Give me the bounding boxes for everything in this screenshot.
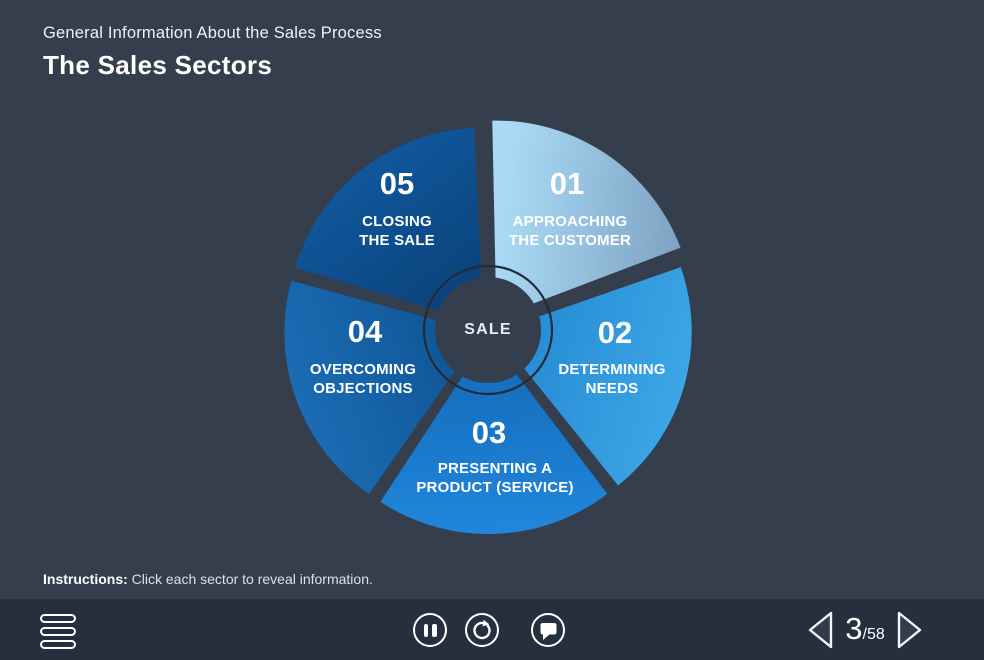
sector-03-number[interactable]: 03 bbox=[471, 415, 507, 450]
sector-01-number[interactable]: 01 bbox=[549, 166, 585, 201]
instructions-text: Click each sector to reveal information. bbox=[127, 571, 373, 587]
page-indicator: 3/58 bbox=[836, 613, 894, 650]
sector-05-wedge[interactable] bbox=[295, 127, 484, 325]
comment-icon bbox=[540, 623, 557, 640]
slide-title: The Sales Sectors bbox=[43, 50, 273, 80]
wheel-center-disc bbox=[435, 277, 541, 383]
sector-04-label[interactable]: OVERCOMING OBJECTIONS bbox=[309, 360, 417, 397]
wheel-center-label: SALE bbox=[464, 321, 512, 338]
prev-button[interactable] bbox=[804, 610, 836, 650]
sector-05-label[interactable]: CLOSING THE SALE bbox=[359, 212, 435, 249]
sector-04-wedge[interactable] bbox=[284, 280, 482, 495]
prev-arrow-icon bbox=[808, 611, 833, 649]
menu-button[interactable] bbox=[40, 614, 76, 649]
sales-sectors-diagram: 01 APPROACHING THE CUSTOMER 02 DETERMINI… bbox=[253, 103, 723, 555]
sector-03-label[interactable]: PRESENTING A PRODUCT (SERVICE) bbox=[416, 459, 574, 496]
sector-03-wedge[interactable] bbox=[380, 336, 608, 534]
sector-01-wedge[interactable] bbox=[492, 120, 681, 318]
next-button[interactable] bbox=[894, 610, 926, 650]
sector-05-number[interactable]: 05 bbox=[379, 166, 415, 201]
instructions-line: Instructions: Click each sector to revea… bbox=[43, 571, 373, 587]
instructions-label: Instructions: bbox=[43, 571, 128, 587]
next-arrow-icon bbox=[897, 611, 922, 649]
sector-02-label[interactable]: DETERMINING NEEDS bbox=[558, 360, 666, 397]
page-current: 3 bbox=[845, 611, 863, 646]
wheel-center-ring bbox=[422, 264, 554, 396]
sector-02-number[interactable]: 02 bbox=[597, 315, 633, 350]
player-bar: 3/58 bbox=[0, 599, 984, 660]
sector-01-label[interactable]: APPROACHING THE CUSTOMER bbox=[508, 212, 632, 249]
comment-button[interactable] bbox=[531, 613, 565, 647]
sector-04-number[interactable]: 04 bbox=[347, 314, 383, 349]
replay-icon bbox=[473, 619, 491, 640]
replay-button[interactable] bbox=[465, 613, 499, 647]
sales-wheel-svg bbox=[284, 120, 692, 534]
pause-icon bbox=[423, 623, 437, 637]
slide-subtitle: General Information About the Sales Proc… bbox=[43, 24, 382, 42]
sector-02-wedge[interactable] bbox=[494, 267, 692, 486]
page-total: /58 bbox=[862, 626, 885, 643]
pause-button[interactable] bbox=[413, 613, 447, 647]
